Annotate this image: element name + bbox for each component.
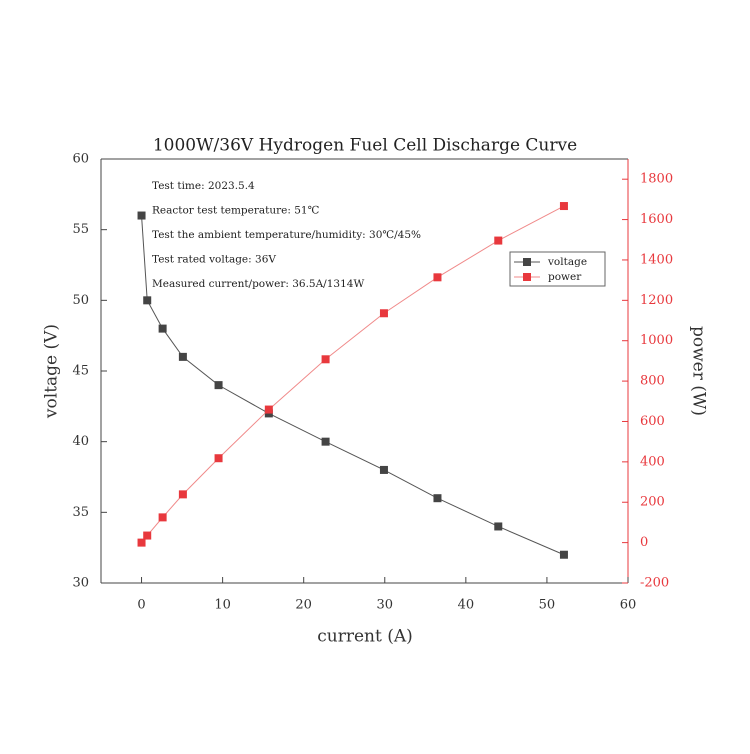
x-tick-label: 40	[458, 598, 475, 613]
point	[494, 236, 503, 245]
point	[433, 273, 442, 282]
y-axis-label: voltage (V)	[42, 324, 62, 419]
x-tick-label: 0	[137, 598, 145, 613]
point	[321, 437, 330, 446]
series-line	[141, 215, 565, 556]
y-tick-label: 35	[72, 505, 89, 520]
point	[137, 538, 146, 547]
x-tick-label: 60	[620, 598, 637, 613]
point	[321, 355, 330, 364]
legend-label: power	[548, 271, 582, 283]
y-tick-label: 30	[72, 576, 89, 591]
point	[178, 352, 187, 361]
y2-tick-label: 400	[640, 454, 665, 469]
point	[379, 465, 388, 474]
annotation: Test the ambient temperature/humidity: 3…	[152, 229, 421, 241]
point	[214, 454, 223, 463]
y-tick-label: 40	[72, 434, 89, 449]
y2-tick-label: 600	[640, 414, 665, 429]
y2-tick-label: 200	[640, 495, 665, 510]
point	[559, 550, 568, 559]
x-tick-label: 30	[376, 598, 393, 613]
legend-marker	[523, 258, 531, 266]
y2-axis-label: power (W)	[689, 326, 709, 416]
annotation: Measured current/power: 36.5A/1314W	[152, 278, 364, 290]
annotation: Reactor test temperature: 51℃	[152, 205, 320, 217]
legend-marker	[523, 273, 531, 281]
x-axis-label: current (A)	[317, 627, 413, 647]
point	[379, 309, 388, 318]
point	[178, 490, 187, 499]
chart-title: 1000W/36V Hydrogen Fuel Cell Discharge C…	[153, 136, 577, 156]
y2-tick-label: 1600	[640, 212, 673, 227]
legend-label: voltage	[547, 256, 587, 268]
point	[559, 202, 568, 211]
point	[494, 522, 503, 531]
y2-tick-label: 1800	[640, 172, 673, 187]
point	[143, 296, 152, 305]
annotation: Test rated voltage: 36V	[152, 254, 276, 266]
point	[214, 381, 223, 390]
point	[143, 531, 152, 540]
x-tick-label: 10	[214, 598, 231, 613]
point	[137, 211, 146, 220]
y2-tick-label: 0	[640, 535, 648, 550]
point	[158, 513, 167, 522]
y2-tick-label: 1400	[640, 252, 673, 267]
y-tick-label: 45	[72, 364, 89, 379]
y-tick-label: 50	[72, 293, 89, 308]
y-tick-label: 60	[72, 152, 89, 167]
y-tick-label: 55	[72, 222, 89, 237]
point	[264, 405, 273, 414]
y2-tick-label: 800	[640, 374, 665, 389]
y2-tick-label: 1200	[640, 293, 673, 308]
x-tick-label: 20	[295, 598, 312, 613]
point	[433, 494, 442, 503]
annotation: Test time: 2023.5.4	[152, 180, 255, 192]
y2-tick-label: 1000	[640, 333, 673, 348]
point	[158, 324, 167, 333]
x-tick-label: 50	[539, 598, 556, 613]
y2-tick-label: -200	[640, 576, 669, 591]
